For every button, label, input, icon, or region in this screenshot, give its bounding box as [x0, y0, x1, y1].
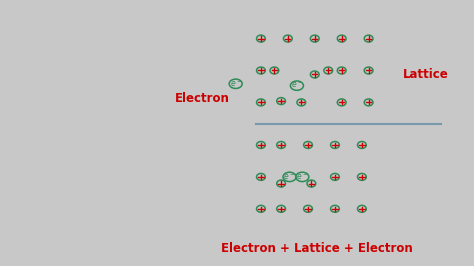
Text: $e^-$: $e^-$	[229, 79, 242, 89]
Text: Lattice: Lattice	[403, 68, 449, 81]
Text: $e^-$: $e^-$	[296, 172, 309, 182]
Text: $e^-$: $e^-$	[291, 81, 303, 90]
Text: Electron + Lattice + Electron: Electron + Lattice + Electron	[220, 242, 412, 255]
Text: $e^-$: $e^-$	[283, 172, 296, 182]
Text: Electron: Electron	[174, 92, 229, 105]
